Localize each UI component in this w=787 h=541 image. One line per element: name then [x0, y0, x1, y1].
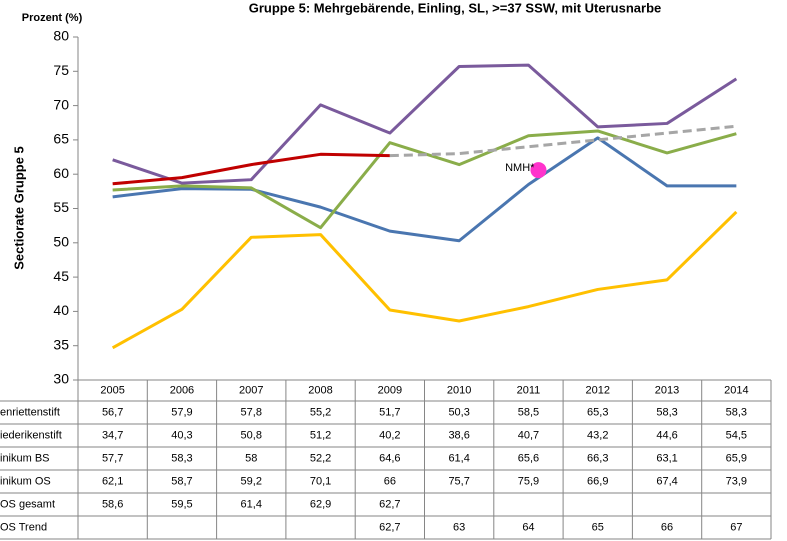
table-cell: 62,1	[102, 475, 123, 487]
series-line	[112, 63, 738, 185]
table-cell: 61,4	[241, 498, 262, 510]
table-cell: 58	[245, 452, 257, 464]
table-cell: 56,7	[102, 406, 123, 418]
chart-title: Gruppe 5: Mehrgebärende, Einling, SL, >=…	[249, 0, 661, 15]
table-cell: 66	[384, 475, 396, 487]
y-tick-label: 65	[53, 131, 69, 147]
annotation-dot	[530, 162, 547, 179]
table-cell: 64	[522, 521, 534, 533]
annotation-label: NMH*	[505, 162, 535, 174]
table-cell: 51,7	[379, 406, 400, 418]
table-cell: 58,3	[726, 406, 747, 418]
table-cell: 67	[730, 521, 742, 533]
table-cell: 66	[661, 521, 673, 533]
table-cell: 65,9	[726, 452, 747, 464]
table-cell: 66,9	[587, 475, 608, 487]
table-cell: 65	[592, 521, 604, 533]
unit-label: Prozent (%)	[22, 12, 83, 24]
table-cell: 55,2	[310, 406, 331, 418]
series-line	[112, 152, 390, 186]
table-cell: 67,4	[656, 475, 677, 487]
table-cell: 63,1	[656, 452, 677, 464]
x-tick-label: 2012	[586, 384, 610, 396]
y-tick-label: 80	[53, 28, 69, 44]
table-row-label: enriettenstift	[0, 406, 60, 418]
table-cell: 52,2	[310, 452, 331, 464]
x-tick-label: 2009	[378, 384, 402, 396]
y-tick-label: 40	[53, 302, 69, 318]
table-cell: 57,8	[241, 406, 262, 418]
table-cell: 34,7	[102, 429, 123, 441]
y-tick-label: 30	[53, 371, 69, 387]
table-cell: 70,1	[310, 475, 331, 487]
table-row-label: inikum OS	[0, 475, 51, 487]
table-cell: 73,9	[726, 475, 747, 487]
table-cell: 58,5	[518, 406, 539, 418]
table-cell: 66,3	[587, 452, 608, 464]
table-cell: 58,3	[656, 406, 677, 418]
table-cell: 51,2	[310, 429, 331, 441]
table-cell: 75,9	[518, 475, 539, 487]
table-row-label: inikum BS	[0, 452, 50, 464]
table-cell: 43,2	[587, 429, 608, 441]
y-tick-label: 35	[53, 336, 69, 352]
table-row-label: iederikenstift	[0, 429, 62, 441]
table-cell: 58,6	[102, 498, 123, 510]
y-tick-label: 70	[53, 96, 69, 112]
table-cell: 54,5	[726, 429, 747, 441]
table-cell: 62,7	[379, 521, 400, 533]
table-cell: 59,2	[241, 475, 262, 487]
y-tick-label: 55	[53, 199, 69, 215]
table-cell: 57,7	[102, 452, 123, 464]
table-cell: 40,2	[379, 429, 400, 441]
x-tick-label: 2011	[517, 384, 541, 396]
x-tick-label: 2013	[655, 384, 679, 396]
table-cell: 50,3	[448, 406, 469, 418]
series-line	[112, 129, 737, 230]
y-axis-label: Sectiorate Gruppe 5	[11, 146, 26, 270]
x-tick-label: 2008	[308, 384, 332, 396]
series-line	[389, 124, 737, 158]
table-cell: 50,8	[241, 429, 262, 441]
table-cell: 63	[453, 521, 465, 533]
x-tick-label: 2010	[447, 384, 471, 396]
x-tick-label: 2007	[239, 384, 263, 396]
table-cell: 40,3	[171, 429, 192, 441]
table-cell: 61,4	[448, 452, 469, 464]
table-cell: 57,9	[171, 406, 192, 418]
table-cell: 58,7	[171, 475, 192, 487]
table-cell: 44,6	[656, 429, 677, 441]
series-line	[112, 136, 737, 243]
table-cell: 64,6	[379, 452, 400, 464]
y-tick-label: 60	[53, 165, 69, 181]
table-cell: 59,5	[171, 498, 192, 510]
y-tick-label: 75	[53, 62, 69, 78]
table-cell: 62,9	[310, 498, 331, 510]
y-tick-label: 50	[53, 234, 69, 250]
series-line	[111, 210, 738, 350]
table-row-label: OS Trend	[0, 521, 47, 533]
table-row-label: OS gesamt	[0, 498, 55, 510]
table-cell: 62,7	[379, 498, 400, 510]
table-cell: 75,7	[448, 475, 469, 487]
x-tick-label: 2006	[170, 384, 194, 396]
table-cell: 40,7	[518, 429, 539, 441]
x-tick-label: 2005	[100, 384, 124, 396]
table-cell: 65,3	[587, 406, 608, 418]
y-tick-label: 45	[53, 268, 69, 284]
x-tick-label: 2014	[724, 384, 748, 396]
table-cell: 38,6	[448, 429, 469, 441]
table-cell: 65,6	[518, 452, 539, 464]
table-cell: 58,3	[171, 452, 192, 464]
